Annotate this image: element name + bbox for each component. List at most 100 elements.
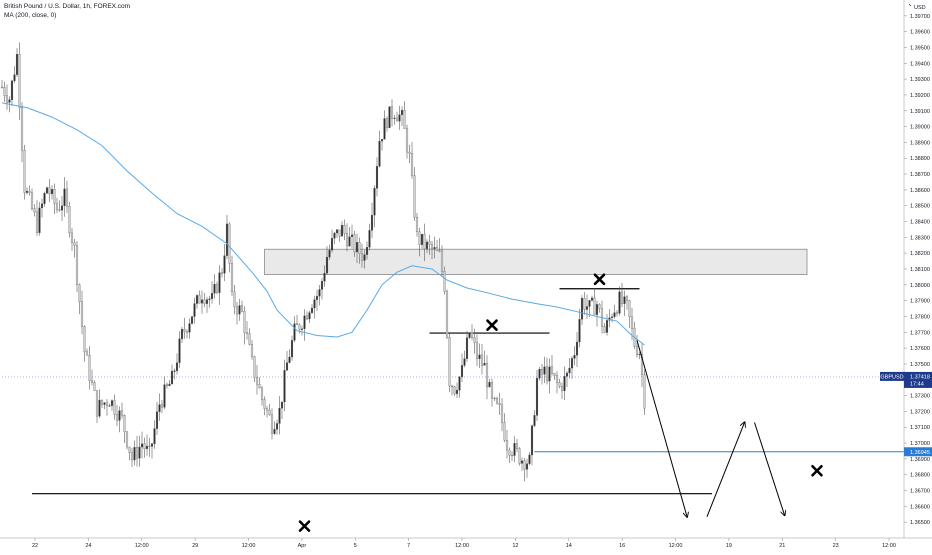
symbol-title: British Pound / U.S. Dollar, 1h, FOREX.c… — [4, 3, 131, 10]
y-tick-label: 1.36500 — [910, 520, 930, 526]
y-tick-label: 1.38500 — [910, 204, 930, 210]
supply-zone[interactable] — [264, 248, 808, 275]
candle — [630, 316, 634, 329]
candle — [228, 223, 231, 264]
candle — [270, 414, 274, 434]
candle — [205, 299, 209, 304]
candle — [30, 192, 34, 209]
candle — [338, 229, 341, 237]
y-tick-label: 1.38600 — [910, 188, 930, 194]
candle — [190, 316, 194, 324]
candle — [400, 109, 404, 115]
candle — [478, 354, 481, 359]
projection-arrow[interactable] — [636, 340, 687, 516]
currency-chevron-icon[interactable] — [908, 3, 912, 7]
candle — [143, 443, 146, 450]
candle — [450, 385, 454, 388]
candle — [170, 370, 174, 385]
candle — [218, 272, 221, 293]
candle — [165, 384, 169, 387]
candle — [620, 291, 624, 304]
candle — [545, 366, 549, 382]
candle — [265, 408, 269, 411]
candle — [325, 256, 329, 274]
x-mark-3[interactable] — [593, 273, 606, 286]
y-tick-label: 1.38100 — [910, 267, 930, 273]
candle — [100, 399, 104, 405]
candle — [323, 272, 326, 282]
x-tick-label: 7 — [407, 543, 410, 549]
price-badge-value: 1.37418 — [910, 375, 930, 381]
candle — [395, 117, 399, 122]
currency-label: USD — [914, 5, 926, 11]
candle — [145, 445, 149, 450]
candle — [433, 247, 436, 249]
candle — [293, 323, 296, 341]
candle — [538, 368, 541, 379]
x-mark-4[interactable] — [811, 464, 823, 477]
candle — [575, 341, 579, 356]
candle — [428, 241, 431, 245]
candle — [220, 272, 224, 274]
candle — [358, 242, 361, 254]
candle — [508, 449, 511, 456]
x-mark-stroke — [298, 520, 311, 532]
projection-arrow[interactable] — [754, 422, 785, 515]
y-tick-label: 1.37100 — [910, 425, 930, 431]
target-level-value: 1.36945 — [910, 450, 930, 456]
candle — [488, 382, 491, 388]
candle — [475, 342, 479, 359]
candle — [128, 446, 131, 453]
target-level-badge[interactable]: 1.36945 — [904, 447, 932, 457]
candle — [518, 448, 521, 464]
moving-average-line[interactable] — [1, 102, 645, 346]
candle — [55, 203, 59, 210]
x-mark-2[interactable] — [486, 319, 498, 331]
x-mark-stroke — [486, 319, 498, 331]
candle — [513, 443, 516, 456]
candle — [348, 236, 351, 247]
candle — [115, 414, 119, 421]
candle — [333, 232, 336, 239]
candle — [353, 234, 356, 253]
candle — [135, 447, 139, 459]
candle — [70, 232, 74, 243]
candle — [185, 331, 189, 333]
x-mark-1[interactable] — [298, 520, 311, 532]
y-tick-label: 1.39700 — [910, 14, 930, 20]
candle — [240, 305, 244, 312]
y-tick-label: 1.37800 — [910, 314, 930, 320]
candle — [13, 74, 16, 82]
candle — [558, 382, 561, 387]
candle — [223, 255, 226, 274]
candle — [173, 370, 176, 372]
candle — [430, 244, 434, 249]
candle — [595, 304, 599, 315]
candle — [503, 422, 506, 441]
candle — [385, 118, 389, 128]
y-tick-label: 1.39200 — [910, 93, 930, 99]
x-tick-label: 29 — [192, 543, 198, 549]
candle — [288, 356, 291, 363]
candle — [335, 229, 339, 234]
projection-arrow[interactable] — [706, 422, 745, 517]
candle — [560, 386, 564, 391]
candle — [520, 460, 524, 464]
candle — [163, 384, 166, 408]
candle — [363, 254, 366, 261]
candle — [408, 151, 411, 154]
candle — [635, 346, 639, 356]
candle — [168, 383, 171, 387]
candle — [495, 398, 499, 404]
candle — [95, 390, 99, 417]
candle — [380, 139, 384, 142]
candle — [498, 402, 501, 406]
candle — [68, 206, 71, 234]
candle — [65, 188, 69, 207]
y-tick-label: 1.39000 — [910, 125, 930, 131]
candle — [118, 410, 121, 421]
candle — [300, 328, 304, 330]
